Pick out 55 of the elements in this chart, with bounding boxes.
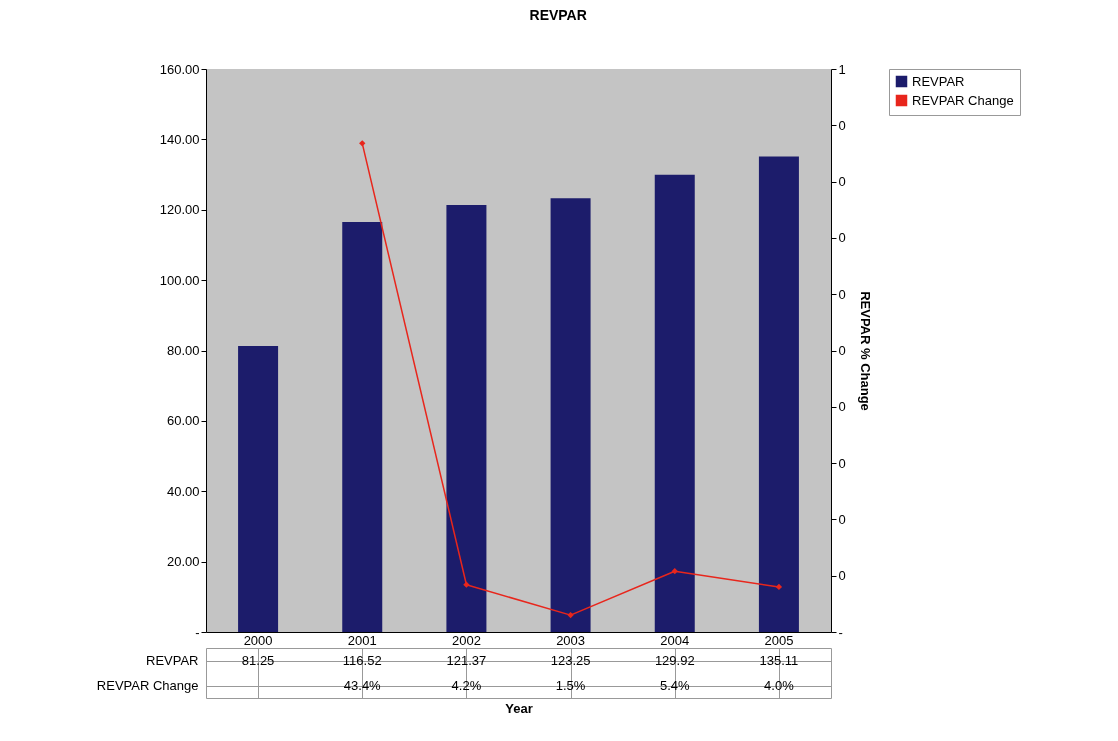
y-tick-label: 100.00 xyxy=(159,272,200,288)
y2-tick-label: 0 xyxy=(838,511,846,527)
y-tick-label: - xyxy=(195,624,200,640)
data-label: 4.2% xyxy=(451,677,482,693)
y-tick-label: 120.00 xyxy=(159,202,200,218)
point xyxy=(775,583,783,591)
data-label: 123.25 xyxy=(550,652,591,668)
bar xyxy=(654,174,695,632)
y2-tick-label: 0 xyxy=(838,230,846,246)
data-label: 4.0% xyxy=(764,677,795,693)
y-tick-label: 140.00 xyxy=(159,131,200,147)
data-label: 81.25 xyxy=(241,652,275,668)
text: REVPAR xyxy=(146,653,199,668)
point xyxy=(359,140,366,147)
point xyxy=(671,568,678,575)
point xyxy=(463,581,470,588)
y2-axis-title: REVPAR % Change xyxy=(857,291,873,411)
y2-tick-label: 0 xyxy=(838,286,846,302)
y-tick-label: 160.00 xyxy=(159,61,200,77)
x-tick-label: 2002 xyxy=(451,632,481,648)
point xyxy=(567,611,574,619)
x-tick-label: 2000 xyxy=(243,632,273,648)
y2-tick-label: 0 xyxy=(838,174,846,190)
y2-tick-label: 0 xyxy=(838,568,846,584)
y-tick-label: 60.00 xyxy=(166,413,200,429)
data-label: 121.37 xyxy=(446,652,487,668)
bar xyxy=(758,156,799,632)
y2-tick-label: 1 xyxy=(838,61,846,77)
y2-tick-label: 0 xyxy=(838,343,846,358)
bar xyxy=(238,346,279,632)
y2-tick-label: - xyxy=(838,624,843,640)
data-label: 5.4% xyxy=(659,677,690,693)
data-label: 43.4% xyxy=(343,677,382,693)
bar xyxy=(342,222,383,632)
y-tick-label: 80.00 xyxy=(166,343,200,358)
data-label: 135.11 xyxy=(759,652,799,668)
x-tick-label: 2005 xyxy=(764,632,794,648)
x-tick-label: 2004 xyxy=(660,632,690,648)
x-axis-title: Year xyxy=(505,700,533,716)
bar xyxy=(446,204,487,632)
y-tick-label: 40.00 xyxy=(166,483,200,499)
legend-label: REVPAR xyxy=(912,73,965,89)
y2-tick-label: 0 xyxy=(838,117,846,133)
chart-title: REVPAR xyxy=(529,7,587,23)
data-label: 129.92 xyxy=(654,652,695,668)
data-label: 1.5% xyxy=(555,677,586,693)
y2-tick-label: 0 xyxy=(838,455,846,471)
data-label: 116.52 xyxy=(342,652,382,668)
legend-label: REVPAR Change xyxy=(912,92,1014,108)
bar xyxy=(550,198,591,632)
y2-tick-label: 0 xyxy=(838,399,846,415)
x-tick-label: 2001 xyxy=(347,632,377,648)
text: REVPAR Change xyxy=(96,678,199,693)
x-tick-label: 2003 xyxy=(556,632,586,648)
y-tick-label: 20.00 xyxy=(166,554,200,570)
